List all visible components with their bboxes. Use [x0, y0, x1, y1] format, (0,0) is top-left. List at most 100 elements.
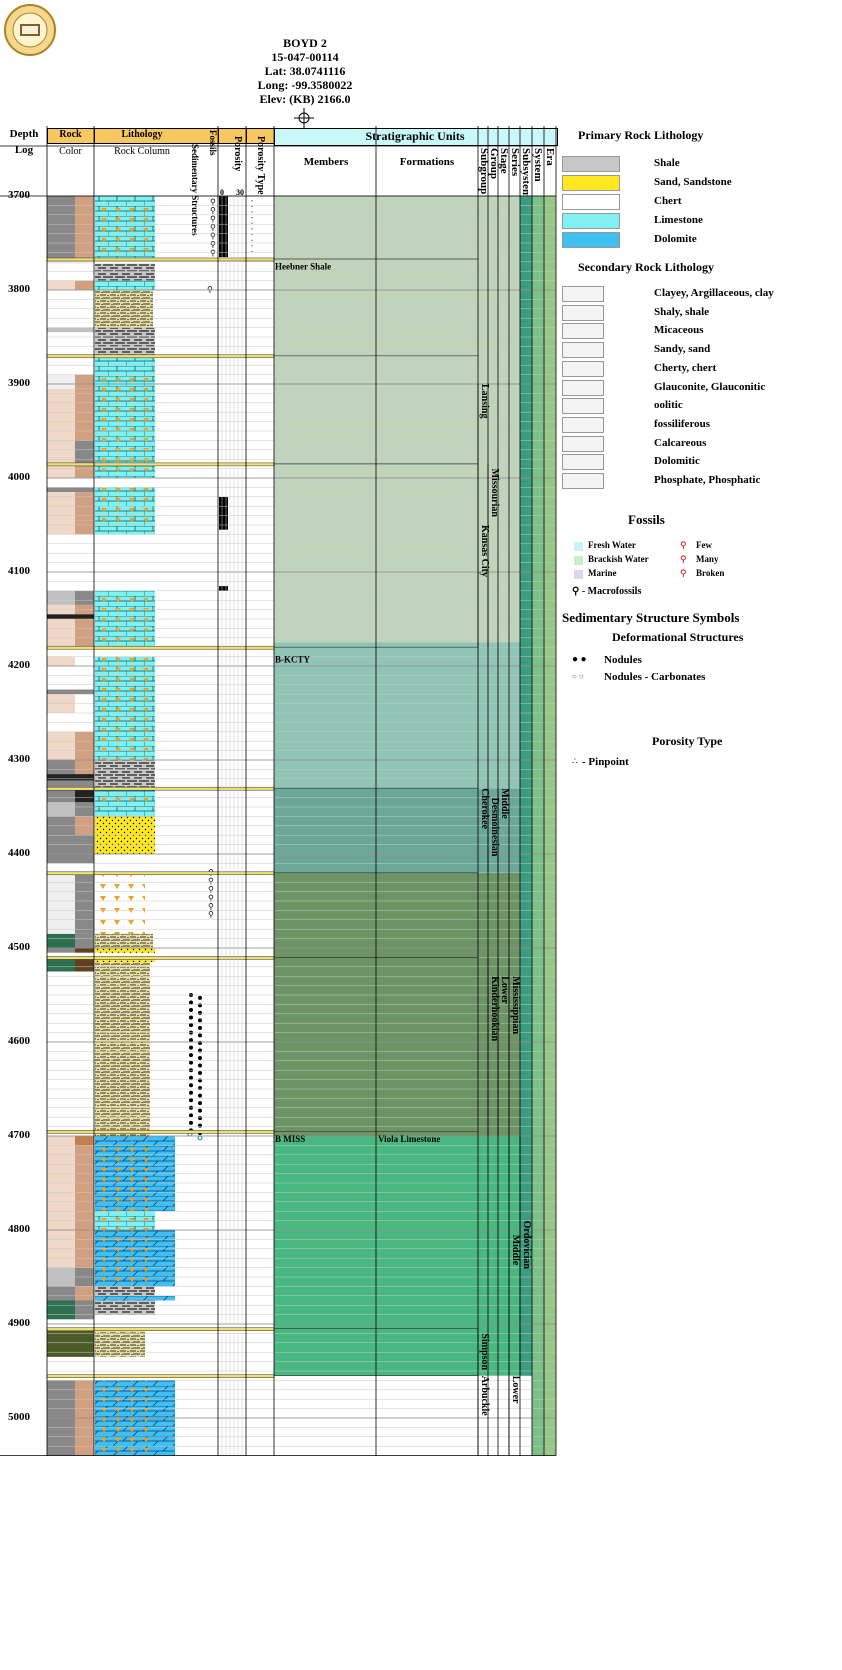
pinpoint-porosity-dot — [251, 211, 253, 213]
system-header: System — [532, 148, 544, 182]
pinpoint-porosity-dot — [251, 222, 253, 224]
rock-color-block — [47, 332, 75, 356]
era-header: Era — [544, 148, 556, 166]
rock-color-block — [47, 1286, 75, 1301]
rock-color-block — [75, 332, 94, 356]
well-header: BOYD 2 15-047-00114 Lat: 38.0741116 Long… — [240, 36, 370, 106]
nodule-dot — [198, 1086, 202, 1091]
nodule-dot — [198, 995, 202, 1000]
secondary-lithology-label: Shaly, shale — [654, 305, 710, 318]
fossil-env-swatch — [574, 570, 583, 579]
depth-tick-label: 4400 — [8, 847, 31, 859]
rock-color-block — [75, 619, 94, 648]
macrofossil-icon: ⚲ — [210, 206, 216, 215]
nodule-dot — [189, 1038, 193, 1043]
macrofossil-icon: ⚲ — [208, 910, 214, 919]
fossil-env-swatch — [574, 542, 583, 551]
macrofossil-icon: ⚲ — [208, 876, 214, 885]
kgs-logo — [4, 4, 56, 56]
lithology-block — [95, 280, 155, 290]
formations-header: Formations — [399, 156, 455, 168]
secondary-lithology-swatch — [562, 435, 604, 452]
rock-color-block — [47, 487, 75, 493]
secondary-lithology-swatch — [562, 416, 604, 433]
group-header: Group — [488, 148, 500, 179]
rock-color-block — [47, 374, 75, 389]
strat-unit-label: Kinderhookian — [489, 976, 500, 1041]
fossil-env-label: Fresh Water — [588, 540, 636, 550]
depth-tick-label: 3900 — [8, 377, 31, 389]
unit-boundary — [46, 1130, 275, 1134]
porosity-bar — [219, 196, 228, 258]
nodule-dot — [189, 1023, 193, 1028]
rock-color-block — [47, 196, 75, 259]
depth-tick-label: 5000 — [8, 1411, 31, 1423]
secondary-lithology-label: Micaceous — [654, 324, 704, 337]
members-header: Members — [303, 156, 349, 168]
rock-color-block — [75, 788, 94, 803]
depth-tick-label: 4900 — [8, 1317, 31, 1329]
fossil-abundance-label: Many — [696, 554, 719, 564]
macrofossils-label: - Macrofossils — [581, 586, 642, 597]
lithology-block — [95, 760, 155, 789]
secondary-lithology-label: Dolomitic — [654, 455, 700, 468]
rock-color-block — [47, 614, 75, 619]
strat-unit-label: Cherokee — [479, 788, 490, 829]
unit-boundary — [46, 354, 275, 359]
fossil-abundance-label: Few — [696, 540, 712, 550]
secondary-lithology-swatch — [562, 323, 604, 340]
secondary-lithology-swatch — [562, 454, 604, 471]
nodule-dot — [198, 1101, 202, 1106]
nodule-dot — [198, 1078, 202, 1083]
stage-header: Stage — [498, 148, 510, 174]
primary-lithology-label: Limestone — [654, 214, 703, 226]
rock-color-block — [47, 1136, 75, 1146]
member-label: B-KCTY — [275, 655, 311, 665]
rock-color-block — [75, 780, 94, 789]
nodule-dot — [189, 1008, 193, 1013]
lithology-block — [95, 948, 155, 953]
nodule-dot — [198, 1116, 202, 1121]
porosity-type-title: Porosity Type — [652, 734, 723, 748]
fossil-abundance-icon: ⚲ — [680, 554, 687, 564]
pinpoint-porosity-dot — [251, 200, 253, 202]
nodule-dot — [198, 1123, 202, 1128]
pinpoint-porosity-dot — [251, 250, 253, 253]
nodule-dot — [198, 1040, 202, 1045]
porosity-header: Porosity — [232, 136, 243, 172]
member-label: B MISS — [275, 1134, 305, 1144]
unit-boundary — [46, 462, 275, 467]
pinpoint-porosity-dot — [251, 239, 253, 241]
rock-color-block — [47, 263, 75, 281]
fossil-abundance-label: Broken — [696, 568, 725, 578]
fossil-abundance-icon: ⚲ — [680, 568, 687, 578]
rock-color-block — [75, 388, 94, 441]
macrofossil-icon: ⚲ — [572, 586, 580, 597]
rock-color-block — [47, 327, 75, 333]
secondary-lithology-swatch — [562, 398, 604, 415]
strat-band — [274, 642, 556, 789]
nodule-dot — [198, 1048, 202, 1053]
lithology-block — [95, 957, 155, 963]
well-api: 15-047-00114 — [271, 50, 339, 64]
nodule-dot — [198, 1055, 202, 1060]
pinpoint-porosity-dot — [251, 233, 253, 236]
macrofossils-legend: ⚲ - Macrofossils — [572, 586, 641, 597]
pinpoint-porosity-dot — [251, 205, 253, 207]
nodule-dot — [198, 1003, 202, 1008]
secondary-lithology-label: Glauconite, Glauconitic — [654, 380, 766, 393]
rock-color-block — [75, 1300, 94, 1320]
strat-unit-label: Middle — [510, 1235, 521, 1266]
primary-lithology-swatch-limestone — [562, 213, 620, 229]
rock-color-block — [75, 374, 94, 389]
rock-color-block — [75, 802, 94, 817]
strat-unit-label: Middle — [499, 788, 510, 819]
rock-color-block — [75, 933, 94, 948]
legend-primary-title: Primary Rock Lithology — [578, 128, 704, 142]
well-elev: Elev: (KB) 2166.0 — [259, 92, 351, 106]
lithology-block — [95, 263, 155, 281]
depth-tick-label: 4800 — [8, 1223, 31, 1235]
primary-lithology-swatch-sand — [562, 175, 620, 191]
rock-color-block — [47, 910, 75, 934]
porosity-bar — [219, 496, 228, 530]
